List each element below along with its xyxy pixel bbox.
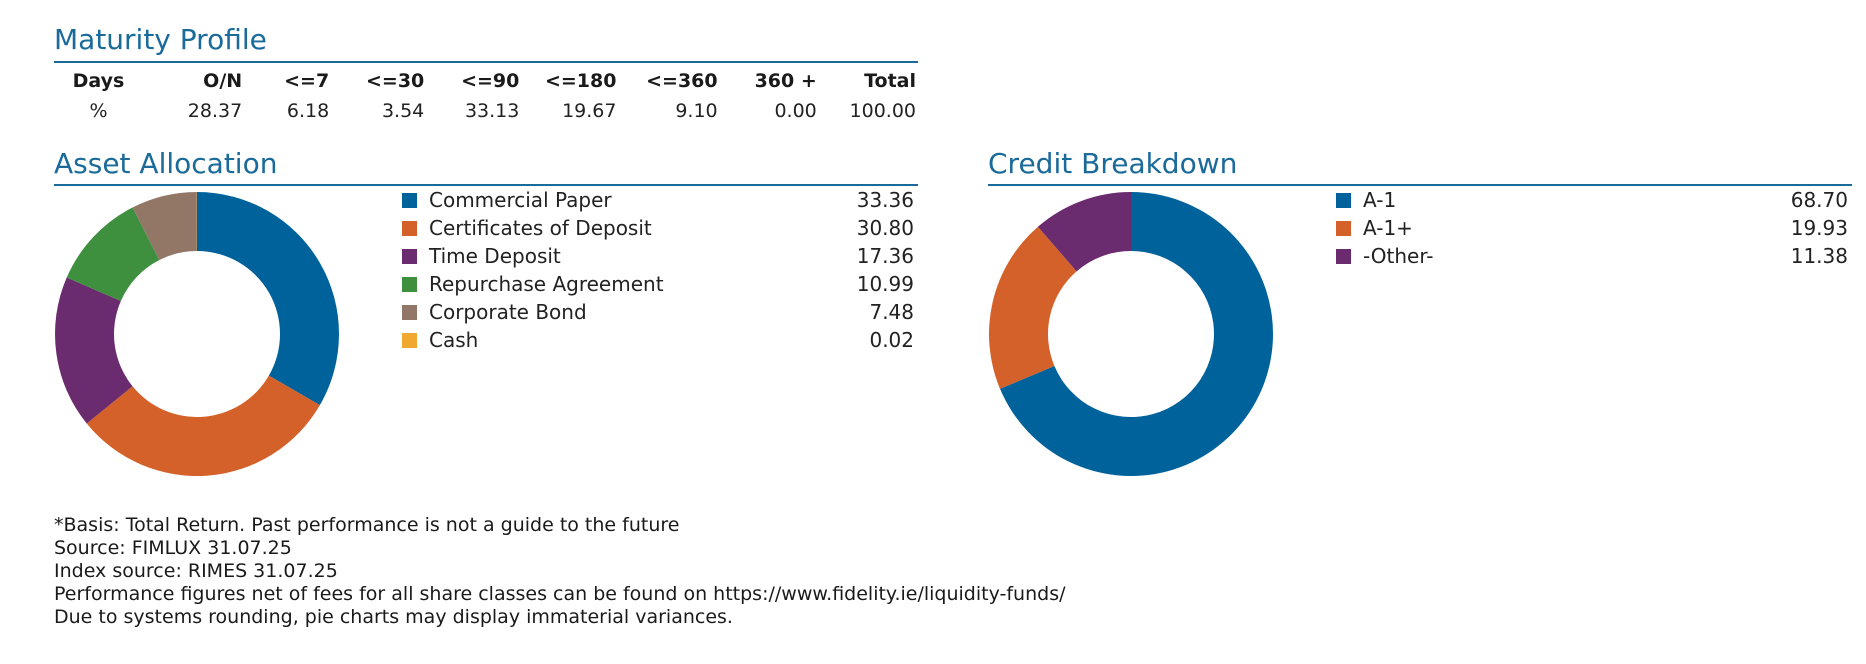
maturity-header-cell: O/N xyxy=(203,70,243,92)
legend-swatch xyxy=(402,304,417,320)
maturity-profile-title: Maturity Profile xyxy=(54,23,267,56)
asset-allocation-donut xyxy=(54,192,339,476)
maturity-value-cell: 0.00 xyxy=(774,100,817,122)
legend-value: 7.48 xyxy=(869,300,914,324)
legend-swatch xyxy=(402,220,417,236)
donut-slice-a-1 xyxy=(989,226,1077,389)
legend-swatch xyxy=(1336,248,1351,264)
maturity-header-cell: <=30 xyxy=(365,70,425,92)
legend-item-a-1: A-1 68.70 xyxy=(1336,186,1848,214)
legend-value: 30.80 xyxy=(856,216,914,240)
legend-item-repurchase-agreement: Repurchase Agreement 10.99 xyxy=(402,270,914,298)
maturity-header-cell: 360 + xyxy=(754,70,817,92)
legend-label: A-1+ xyxy=(1363,216,1413,240)
footnotes: *Basis: Total Return. Past performance i… xyxy=(54,514,1066,629)
donut-slice-certificates-of-deposit xyxy=(86,375,320,476)
maturity-header-cell: <=180 xyxy=(544,70,617,92)
credit-breakdown-legend: A-1 68.70 A-1+ 19.93 -Other- 11.38 xyxy=(1336,186,1848,270)
maturity-header-cell: Total xyxy=(864,70,916,92)
legend-label: Corporate Bond xyxy=(429,300,587,324)
legend-label: Commercial Paper xyxy=(429,188,612,212)
legend-value: 19.93 xyxy=(1790,216,1848,240)
legend-item-other: -Other- 11.38 xyxy=(1336,242,1848,270)
maturity-profile-rule xyxy=(54,61,918,63)
legend-label: Time Deposit xyxy=(429,244,561,268)
donut-slice-commercial-paper xyxy=(197,192,339,406)
maturity-header-cell: <=90 xyxy=(461,70,520,92)
legend-item-a-1-plus: A-1+ 19.93 xyxy=(1336,214,1848,242)
footnote-rounding: Due to systems rounding, pie charts may … xyxy=(54,606,733,628)
asset-allocation-title: Asset Allocation xyxy=(54,147,278,180)
footnote-index-source: Index source: RIMES 31.07.25 xyxy=(54,560,338,582)
legend-label: Certificates of Deposit xyxy=(429,216,652,240)
maturity-value-cell: 9.10 xyxy=(675,100,718,122)
legend-swatch xyxy=(1336,192,1351,208)
maturity-value-cell: 19.67 xyxy=(562,100,617,122)
maturity-value-cell: % xyxy=(89,100,108,122)
legend-value: 0.02 xyxy=(869,328,914,352)
legend-item-corporate-bond: Corporate Bond 7.48 xyxy=(402,298,914,326)
credit-breakdown-title: Credit Breakdown xyxy=(988,147,1238,180)
legend-value: 11.38 xyxy=(1790,244,1848,268)
legend-item-time-deposit: Time Deposit 17.36 xyxy=(402,242,914,270)
maturity-value-cell: 100.00 xyxy=(849,100,916,122)
maturity-header-cell: <=360 xyxy=(646,70,718,92)
legend-item-cash: Cash 0.02 xyxy=(402,326,914,354)
legend-swatch xyxy=(1336,220,1351,236)
legend-value: 17.36 xyxy=(856,244,914,268)
legend-label: A-1 xyxy=(1363,188,1397,212)
maturity-table: Days O/N <=7 <=30 <=90 <=180 <=360 360 +… xyxy=(54,66,918,126)
credit-breakdown-rule xyxy=(988,184,1852,186)
donut-slice-other xyxy=(1037,192,1131,272)
credit-breakdown-donut xyxy=(989,192,1273,476)
maturity-value-cell: 6.18 xyxy=(286,100,330,122)
maturity-header-cell: <=7 xyxy=(284,70,330,92)
maturity-header-cell: Days xyxy=(72,70,125,92)
asset-allocation-legend: Commercial Paper 33.36 Certificates of D… xyxy=(402,186,914,354)
legend-label: -Other- xyxy=(1363,244,1434,268)
legend-swatch xyxy=(402,276,417,292)
legend-value: 68.70 xyxy=(1790,188,1848,212)
donut-slice-time-deposit xyxy=(54,277,133,424)
legend-value: 10.99 xyxy=(856,272,914,296)
maturity-value-cell: 3.54 xyxy=(381,100,425,122)
asset-allocation-rule xyxy=(54,184,918,186)
legend-label: Cash xyxy=(429,328,479,352)
maturity-value-row: % 28.37 6.18 3.54 33.13 19.67 9.10 0.00 … xyxy=(54,96,918,126)
legend-item-certificates-of-deposit: Certificates of Deposit 30.80 xyxy=(402,214,914,242)
legend-value: 33.36 xyxy=(856,188,914,212)
legend-item-commercial-paper: Commercial Paper 33.36 xyxy=(402,186,914,214)
legend-label: Repurchase Agreement xyxy=(429,272,664,296)
legend-swatch xyxy=(402,192,417,208)
legend-swatch xyxy=(402,248,417,264)
donut-slice-repurchase-agreement xyxy=(66,207,160,301)
footnote-source: Source: FIMLUX 31.07.25 xyxy=(54,537,292,559)
maturity-value-cell: 33.13 xyxy=(464,100,520,122)
donut-slice-a-1 xyxy=(1000,192,1273,476)
maturity-header-row: Days O/N <=7 <=30 <=90 <=180 <=360 360 +… xyxy=(54,66,918,96)
footnote-basis: *Basis: Total Return. Past performance i… xyxy=(54,514,680,536)
donut-slice-corporate-bond xyxy=(132,192,197,261)
maturity-value-cell: 28.37 xyxy=(187,100,243,122)
footnote-performance: Performance figures net of fees for all … xyxy=(54,583,1066,605)
legend-swatch xyxy=(402,332,417,348)
